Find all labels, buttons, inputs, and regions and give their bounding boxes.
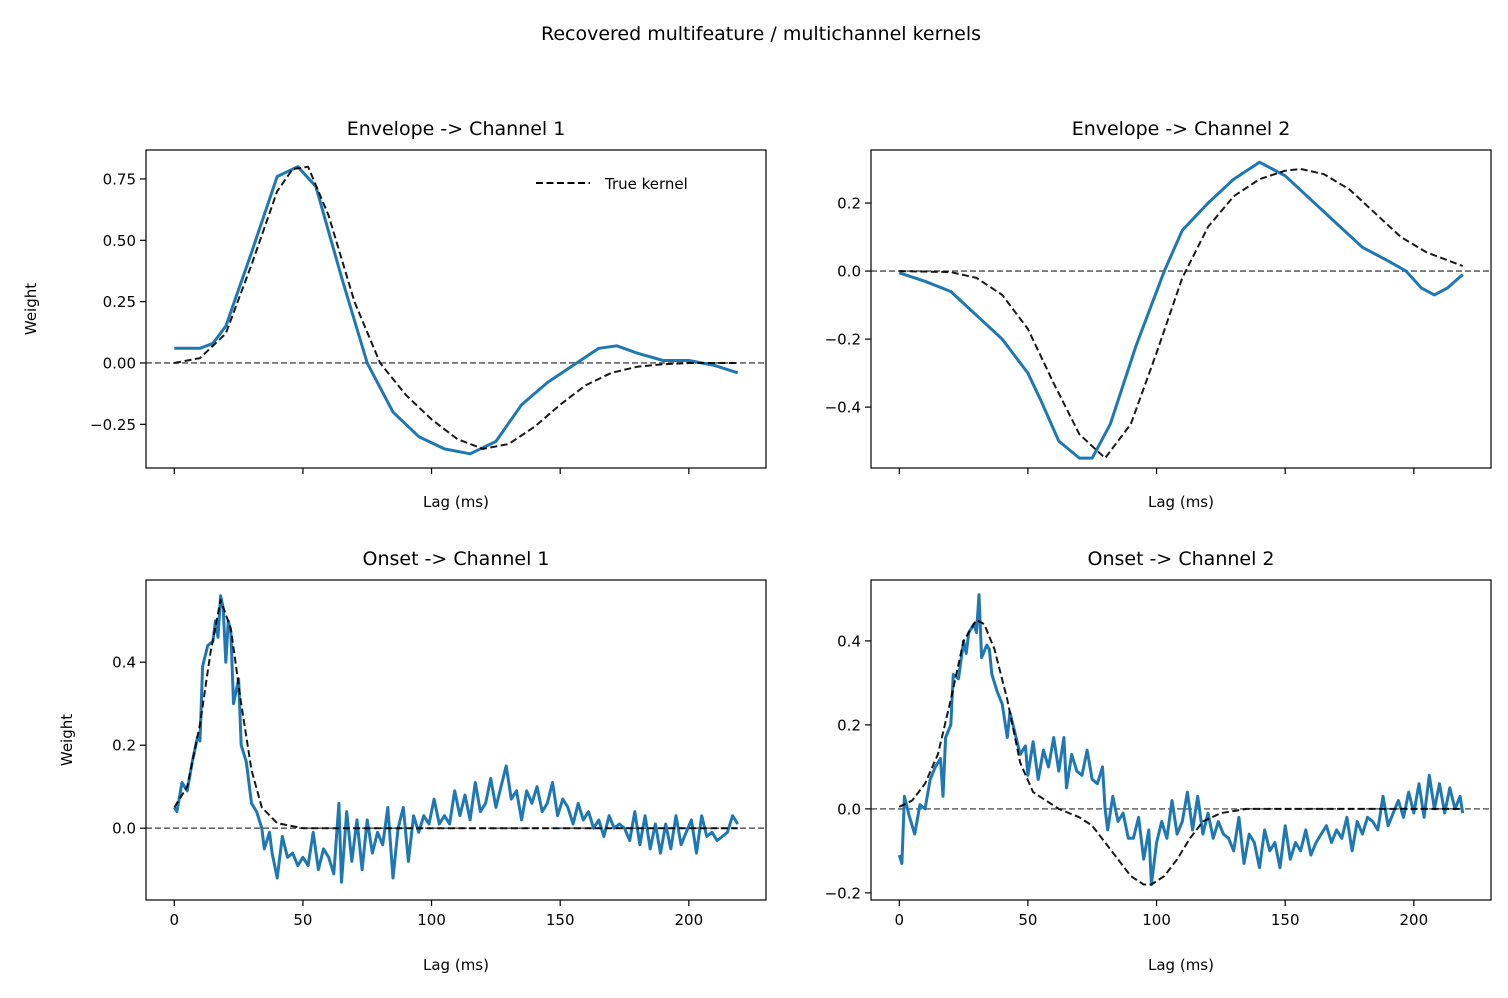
x-tick-label: 150 [546,911,575,929]
estimated-kernel-line [897,593,1465,886]
x-tick-label: 150 [1271,911,1300,929]
x-axis-label: Lag (ms) [423,956,489,974]
subplot-1: −0.25 0.00 0.25 0.50 0.75 Envelope -> Channel… [22,118,767,511]
x-tick-label: 200 [675,911,704,929]
y-tick-label: 0.4 [837,632,861,650]
x-tick-label: 200 [1400,911,1429,929]
x-axis-label: Lag (ms) [1148,493,1214,511]
y-axis-label: Weight [22,283,40,335]
x-tick-label: 0 [895,911,905,929]
y-tick-label: 0.2 [112,737,136,755]
x-axis-label: Lag (ms) [1148,956,1214,974]
y-tick-label: −0.2 [825,331,861,349]
estimated-kernel-line [898,160,1464,460]
subplot-title: Envelope -> Channel 1 [347,118,566,140]
subplot-title: Envelope -> Channel 2 [1072,118,1291,140]
y-axis-label: Weight [58,714,76,766]
estimated-kernel-line [173,594,739,884]
subplot-title: Onset -> Channel 2 [1087,548,1274,570]
legend-true-kernel-label: True kernel [604,175,688,193]
y-tick-label: 0.4 [112,654,136,672]
y-tick-label: −0.25 [90,416,136,434]
x-tick-label: 50 [293,911,312,929]
y-tick-label: 0.50 [103,232,136,250]
true-kernel-line [899,168,1464,460]
y-tick-label: 0.75 [103,170,136,188]
subplot-3: 0 50 100 150 200 0.0 0.2 0.4 Onset -> Channel 1 L… [58,548,767,974]
x-tick-label: 100 [1142,911,1171,929]
y-tick-label: 0.0 [837,800,861,818]
true-kernel-line [173,598,738,830]
x-tick-label: 100 [417,911,446,929]
subplot-2: −0.4 −0.2 0.0 0.2 Envelope -> Channel 2 Lag (… [825,118,1492,511]
true-kernel-line [174,165,738,450]
axes-frame [145,149,767,469]
subplot-title: Onset -> Channel 1 [362,548,549,570]
subplot-4: 0 50 100 150 200 −0.2 0.0 0.2 0.4 Onset -> Channe… [825,548,1492,974]
y-tick-label: −0.4 [825,399,861,417]
axes-frame [145,579,767,901]
x-tick-label: 50 [1018,911,1037,929]
y-tick-label: 0.0 [112,820,136,838]
y-tick-label: −0.2 [825,884,861,902]
true-kernel-line [898,618,1463,886]
x-tick-label: 0 [170,911,180,929]
estimated-kernel-line [174,165,739,456]
x-axis-label: Lag (ms) [423,493,489,511]
axes-frame [870,579,1492,901]
y-tick-label: 0.00 [103,354,136,372]
figure-suptitle: Recovered multifeature / multichannel ke… [541,23,981,45]
y-tick-label: 0.25 [103,293,136,311]
y-tick-label: 0.2 [837,716,861,734]
legend: True kernel [536,175,688,193]
axes-frame [870,149,1492,469]
y-tick-label: 0.2 [837,195,861,213]
y-tick-label: 0.0 [837,263,861,281]
